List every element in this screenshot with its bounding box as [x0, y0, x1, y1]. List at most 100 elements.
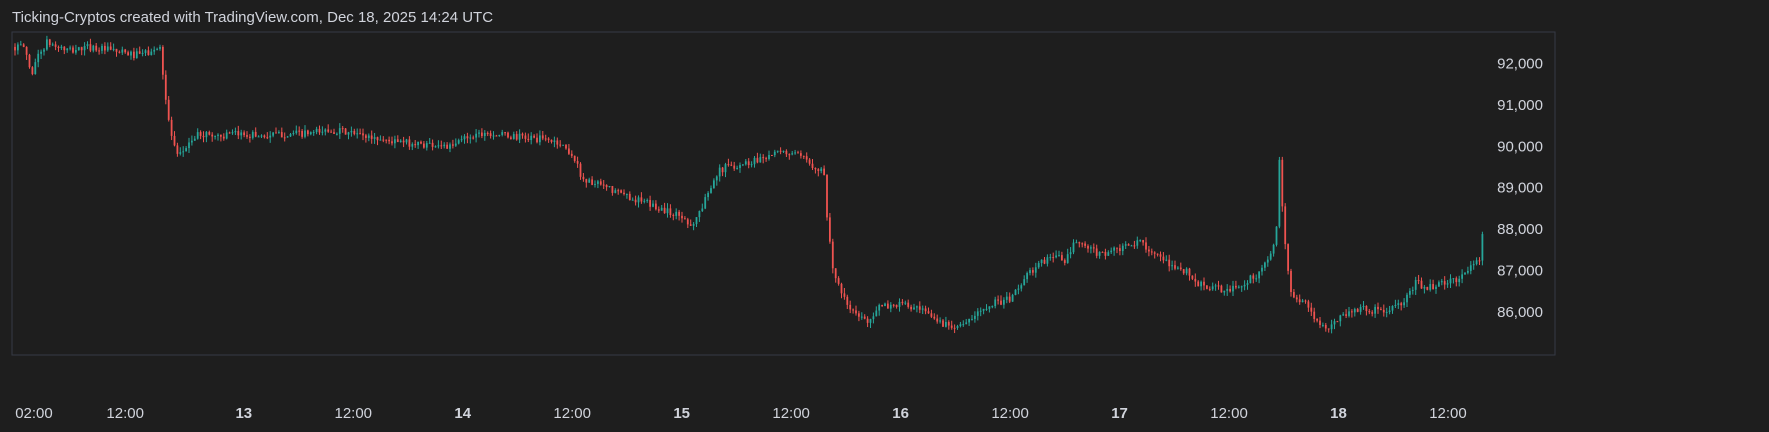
candle-body — [1351, 311, 1353, 313]
candle-body — [681, 215, 683, 219]
candle-body — [1095, 248, 1098, 256]
candle-body — [1440, 281, 1443, 283]
candle-body — [744, 161, 747, 165]
candle-body — [454, 143, 457, 146]
candle-body — [1043, 259, 1046, 264]
candle-body — [910, 306, 912, 310]
candle-body — [976, 311, 979, 316]
candle-body — [260, 135, 263, 137]
candle-body — [48, 39, 51, 45]
candle-body — [695, 217, 698, 225]
candle-body — [1206, 285, 1208, 289]
candle-body — [689, 224, 692, 226]
candle-body — [979, 310, 982, 312]
candle-body — [1394, 304, 1397, 307]
y-tick-label: 88,000 — [1497, 221, 1543, 238]
candle-body — [541, 135, 544, 139]
candle-body — [1171, 265, 1173, 267]
candle-body — [1136, 240, 1139, 246]
candle-body — [808, 159, 811, 164]
candle-body — [892, 304, 895, 306]
candle-body — [399, 140, 402, 143]
candle-body — [974, 315, 976, 319]
candle-body — [150, 51, 153, 56]
candle-body — [1026, 273, 1028, 280]
plot-frame — [11, 31, 1556, 356]
y-tick-label: 89,000 — [1497, 180, 1543, 197]
candle-body — [930, 313, 933, 317]
candle-body — [95, 45, 98, 51]
candle-body — [25, 46, 28, 55]
candle-body — [753, 157, 756, 165]
candle-body — [19, 44, 22, 46]
candle-body — [249, 136, 251, 138]
candle-body — [1063, 260, 1066, 263]
candle-body — [672, 215, 675, 217]
candle-body — [1304, 300, 1307, 302]
candle-body — [570, 153, 573, 156]
y-tick-label: 90,000 — [1497, 138, 1543, 155]
candle-body — [724, 164, 727, 173]
candle-body — [634, 199, 637, 203]
candle-body — [1124, 244, 1127, 246]
candle-body — [333, 132, 335, 134]
candle-body — [1037, 263, 1040, 268]
candle-body — [1011, 294, 1014, 302]
candle-body — [307, 130, 309, 135]
candle-body — [1266, 259, 1269, 263]
candle-body — [1040, 259, 1043, 264]
candle-body — [1481, 234, 1484, 261]
candle-body — [1032, 270, 1034, 273]
candle-body — [1179, 267, 1182, 270]
candle-body — [1414, 280, 1417, 290]
candle-body — [1220, 285, 1223, 293]
x-tick-label: 12:00 — [106, 405, 144, 422]
candle-body — [597, 181, 599, 184]
candle-body — [92, 45, 95, 51]
candle-body — [582, 176, 585, 180]
candle-body — [130, 51, 132, 56]
candle-body — [1426, 286, 1429, 290]
candle-body — [1432, 284, 1434, 290]
candle-body — [115, 48, 118, 52]
candle-body — [176, 145, 179, 154]
candle-body — [1116, 247, 1118, 249]
candle-body — [1139, 240, 1142, 242]
candle-body — [1365, 306, 1368, 312]
chart-title: Ticking-Cryptos created with TradingView… — [12, 9, 494, 26]
candle-body — [1014, 289, 1017, 295]
candle-body — [63, 46, 66, 51]
candle-body — [1275, 226, 1278, 245]
candle-body — [1229, 288, 1231, 292]
candle-body — [423, 143, 425, 148]
candle-body — [179, 152, 182, 154]
candle-body — [678, 211, 680, 216]
candle-body — [611, 186, 614, 193]
candle-body — [1298, 299, 1301, 303]
candle-body — [370, 135, 373, 139]
candle-body — [776, 150, 779, 152]
candle-body — [675, 211, 678, 216]
candle-body — [101, 45, 103, 51]
candle-body — [1066, 254, 1069, 263]
candle-body — [304, 130, 306, 137]
candle-body — [373, 137, 376, 139]
candle-body — [1359, 307, 1362, 312]
candle-body — [188, 142, 190, 149]
candle-body — [771, 155, 773, 156]
candle-body — [388, 139, 390, 142]
candle-body — [733, 165, 736, 169]
candle-body — [83, 46, 86, 51]
candle-body — [1165, 259, 1168, 261]
candle-body — [747, 161, 750, 166]
candle-body — [765, 158, 767, 160]
candle-body — [872, 316, 875, 320]
candle-body — [863, 316, 866, 319]
candle-body — [385, 139, 388, 141]
candle-body — [797, 152, 799, 154]
candle-body — [275, 132, 277, 134]
candle-body — [573, 155, 576, 161]
candle-body — [1371, 312, 1374, 314]
